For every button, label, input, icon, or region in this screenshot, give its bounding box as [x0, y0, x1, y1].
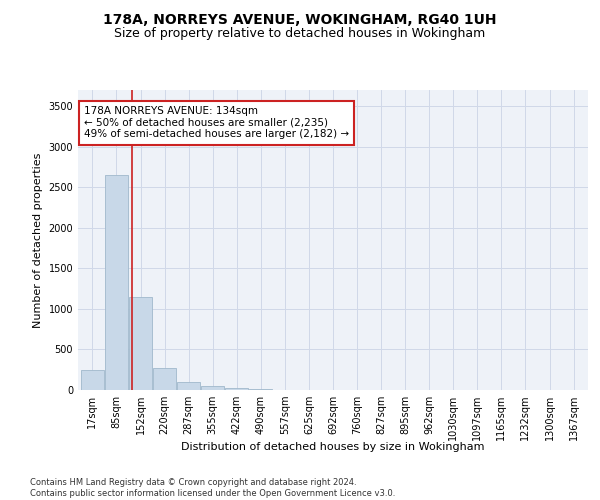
- Bar: [177, 382, 200, 390]
- Bar: [105, 175, 128, 390]
- Text: 178A NORREYS AVENUE: 134sqm
← 50% of detached houses are smaller (2,235)
49% of : 178A NORREYS AVENUE: 134sqm ← 50% of det…: [84, 106, 349, 140]
- Bar: [153, 368, 176, 390]
- Bar: [226, 388, 248, 390]
- Text: 178A, NORREYS AVENUE, WOKINGHAM, RG40 1UH: 178A, NORREYS AVENUE, WOKINGHAM, RG40 1U…: [103, 12, 497, 26]
- Text: Size of property relative to detached houses in Wokingham: Size of property relative to detached ho…: [115, 28, 485, 40]
- Bar: [201, 386, 224, 390]
- Bar: [81, 370, 104, 390]
- Bar: [129, 297, 152, 390]
- Text: Contains HM Land Registry data © Crown copyright and database right 2024.
Contai: Contains HM Land Registry data © Crown c…: [30, 478, 395, 498]
- Y-axis label: Number of detached properties: Number of detached properties: [33, 152, 43, 328]
- Text: Distribution of detached houses by size in Wokingham: Distribution of detached houses by size …: [181, 442, 485, 452]
